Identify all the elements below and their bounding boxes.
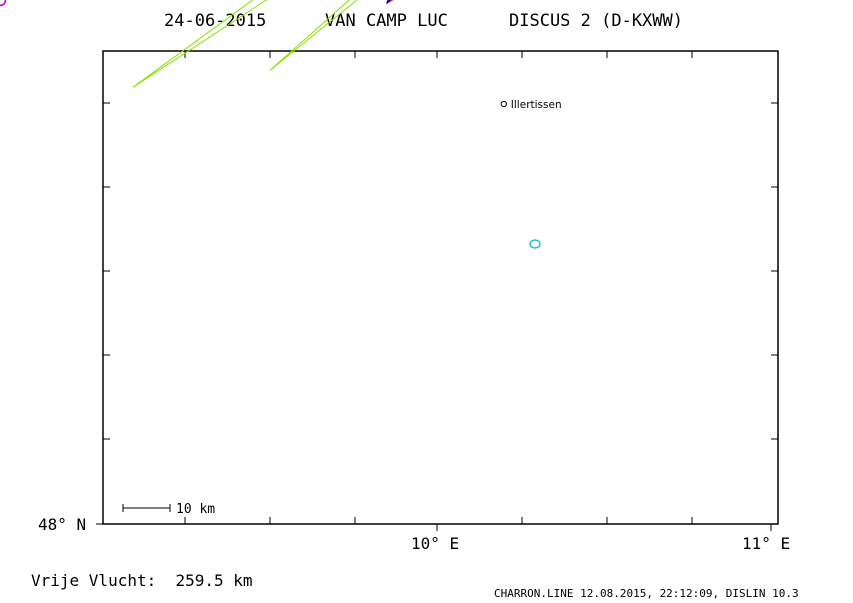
x-axis-label-left: 10° E — [411, 534, 459, 553]
turnpoints — [0, 0, 7, 7]
glide-line — [269, 0, 358, 71]
task-legs — [386, 0, 394, 4]
glide-line — [132, 0, 268, 88]
header-glider: DISCUS 2 (D-KXWW) — [509, 11, 683, 31]
task-leg — [386, 0, 394, 4]
glide-line — [269, 0, 350, 71]
track-path — [386, 0, 391, 4]
scale-bar-label: 10 km — [176, 502, 215, 517]
place-markers: Schwabische HalleDinkelsbuhlAalenHornber… — [500, 99, 562, 111]
flight-distance: Vrije Vlucht: 259.5 km — [31, 571, 253, 590]
task-leg — [386, 0, 391, 4]
credits: CHARRON.LINE 12.08.2015, 22:12:09, DISLI… — [494, 587, 799, 600]
y-axis-label: 48° N — [38, 515, 86, 534]
flight-track — [386, 0, 391, 4]
glide-line — [132, 0, 254, 88]
place-dot — [500, 100, 507, 108]
start-marker — [529, 239, 541, 249]
x-axis-label-right: 11° E — [742, 534, 790, 553]
glide-lines — [132, 0, 358, 88]
axis-ticks — [96, 51, 778, 531]
header-pilot: VAN CAMP LUC — [325, 11, 448, 31]
scale-bar — [122, 504, 171, 512]
place-label: Illertissen — [511, 99, 562, 111]
turnpoint-marker — [0, 0, 7, 7]
header-date: 24-06-2015 — [164, 11, 266, 31]
map-frame — [102, 50, 779, 525]
